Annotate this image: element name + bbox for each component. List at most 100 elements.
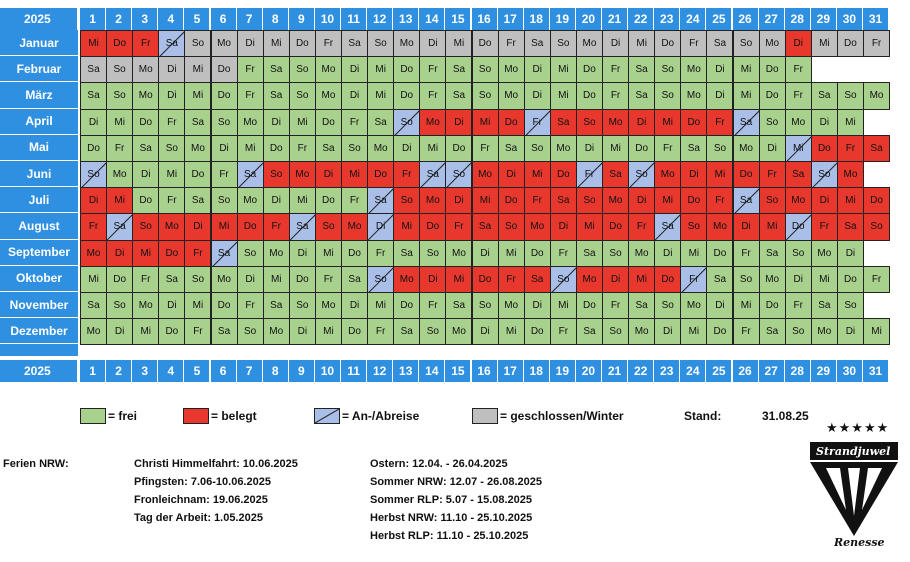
day-cell[interactable]: Mo: [575, 265, 603, 293]
day-cell[interactable]: Mi: [654, 187, 682, 215]
day-cell[interactable]: Fr: [236, 292, 264, 320]
day-cell[interactable]: Di: [236, 30, 264, 58]
day-cell[interactable]: So: [863, 213, 891, 241]
day-cell[interactable]: Di: [784, 265, 812, 293]
day-cell[interactable]: Do: [863, 187, 891, 215]
day-cell[interactable]: Mo: [80, 318, 108, 346]
day-cell[interactable]: Mi: [314, 318, 342, 346]
day-cell[interactable]: So: [314, 213, 342, 241]
day-cell[interactable]: Di: [523, 56, 551, 84]
day-cell[interactable]: Di: [654, 239, 682, 267]
day-cell[interactable]: Mo: [341, 213, 369, 241]
day-cell[interactable]: Sa: [367, 108, 395, 136]
day-cell[interactable]: Sa: [158, 265, 186, 293]
day-cell[interactable]: Mi: [288, 108, 316, 136]
day-cell[interactable]: So: [732, 30, 760, 58]
day-cell[interactable]: Fr: [628, 213, 656, 241]
day-cell[interactable]: Mi: [367, 292, 395, 320]
day-cell[interactable]: Mi: [80, 30, 108, 58]
day-cell[interactable]: Sa: [288, 213, 316, 241]
day-cell[interactable]: Mo: [602, 108, 630, 136]
day-cell[interactable]: Mi: [523, 161, 551, 189]
day-cell[interactable]: Do: [836, 30, 864, 58]
day-cell[interactable]: Do: [471, 265, 499, 293]
day-cell[interactable]: Mi: [810, 265, 838, 293]
day-cell[interactable]: So: [706, 134, 734, 162]
day-cell[interactable]: Mi: [288, 187, 316, 215]
day-cell[interactable]: Fr: [836, 134, 864, 162]
day-cell[interactable]: Do: [210, 82, 238, 110]
day-cell[interactable]: So: [132, 213, 160, 241]
day-cell[interactable]: Sa: [706, 265, 734, 293]
day-cell[interactable]: Sa: [497, 134, 525, 162]
day-cell[interactable]: Do: [471, 30, 499, 58]
day-cell[interactable]: Sa: [210, 318, 238, 346]
day-cell[interactable]: Sa: [184, 187, 212, 215]
day-cell[interactable]: Di: [262, 108, 290, 136]
day-cell[interactable]: So: [445, 161, 473, 189]
day-cell[interactable]: So: [575, 187, 603, 215]
day-cell[interactable]: Mi: [471, 187, 499, 215]
day-cell[interactable]: Mo: [758, 30, 786, 58]
day-cell[interactable]: Di: [184, 213, 212, 241]
day-cell[interactable]: Mi: [471, 108, 499, 136]
day-cell[interactable]: So: [471, 56, 499, 84]
day-cell[interactable]: So: [575, 108, 603, 136]
day-cell[interactable]: Mo: [628, 318, 656, 346]
day-cell[interactable]: Fr: [784, 82, 812, 110]
day-cell[interactable]: Mi: [497, 318, 525, 346]
day-cell[interactable]: So: [680, 213, 708, 241]
day-cell[interactable]: Do: [341, 318, 369, 346]
day-cell[interactable]: Sa: [419, 161, 447, 189]
day-cell[interactable]: Di: [602, 30, 630, 58]
day-cell[interactable]: Di: [654, 318, 682, 346]
day-cell[interactable]: Do: [523, 318, 551, 346]
day-cell[interactable]: Do: [419, 213, 447, 241]
day-cell[interactable]: So: [184, 265, 212, 293]
day-cell[interactable]: Di: [523, 82, 551, 110]
day-cell[interactable]: Mi: [106, 108, 134, 136]
day-cell[interactable]: Di: [80, 108, 108, 136]
day-cell[interactable]: Fr: [314, 30, 342, 58]
day-cell[interactable]: Do: [132, 108, 160, 136]
day-cell[interactable]: Di: [575, 134, 603, 162]
day-cell[interactable]: Sa: [680, 134, 708, 162]
day-cell[interactable]: Sa: [732, 187, 760, 215]
day-cell[interactable]: So: [106, 82, 134, 110]
day-cell[interactable]: Fr: [314, 265, 342, 293]
day-cell[interactable]: Mi: [602, 134, 630, 162]
day-cell[interactable]: Di: [106, 318, 134, 346]
day-cell[interactable]: Do: [236, 213, 264, 241]
day-cell[interactable]: Mi: [654, 108, 682, 136]
day-cell[interactable]: Fr: [497, 30, 525, 58]
day-cell[interactable]: Mo: [549, 134, 577, 162]
day-cell[interactable]: Di: [706, 292, 734, 320]
day-cell[interactable]: So: [602, 239, 630, 267]
day-cell[interactable]: So: [236, 239, 264, 267]
day-cell[interactable]: Di: [158, 56, 186, 84]
day-cell[interactable]: Fr: [523, 108, 551, 136]
day-cell[interactable]: So: [419, 318, 447, 346]
day-cell[interactable]: So: [184, 30, 212, 58]
day-cell[interactable]: Do: [497, 187, 525, 215]
day-cell[interactable]: Mo: [497, 56, 525, 84]
day-cell[interactable]: Sa: [810, 292, 838, 320]
day-cell[interactable]: So: [654, 292, 682, 320]
day-cell[interactable]: Mo: [314, 56, 342, 84]
day-cell[interactable]: Fr: [132, 30, 160, 58]
day-cell[interactable]: Do: [732, 161, 760, 189]
day-cell[interactable]: Di: [288, 239, 316, 267]
day-cell[interactable]: Fr: [393, 161, 421, 189]
day-cell[interactable]: Sa: [132, 134, 160, 162]
day-cell[interactable]: Sa: [575, 239, 603, 267]
day-cell[interactable]: Di: [706, 56, 734, 84]
day-cell[interactable]: Fr: [236, 82, 264, 110]
day-cell[interactable]: Mo: [419, 108, 447, 136]
day-cell[interactable]: Sa: [367, 187, 395, 215]
day-cell[interactable]: Sa: [863, 134, 891, 162]
day-cell[interactable]: Mi: [341, 161, 369, 189]
day-cell[interactable]: So: [602, 318, 630, 346]
day-cell[interactable]: Mo: [106, 161, 134, 189]
day-cell[interactable]: Do: [106, 30, 134, 58]
day-cell[interactable]: Mo: [184, 134, 212, 162]
